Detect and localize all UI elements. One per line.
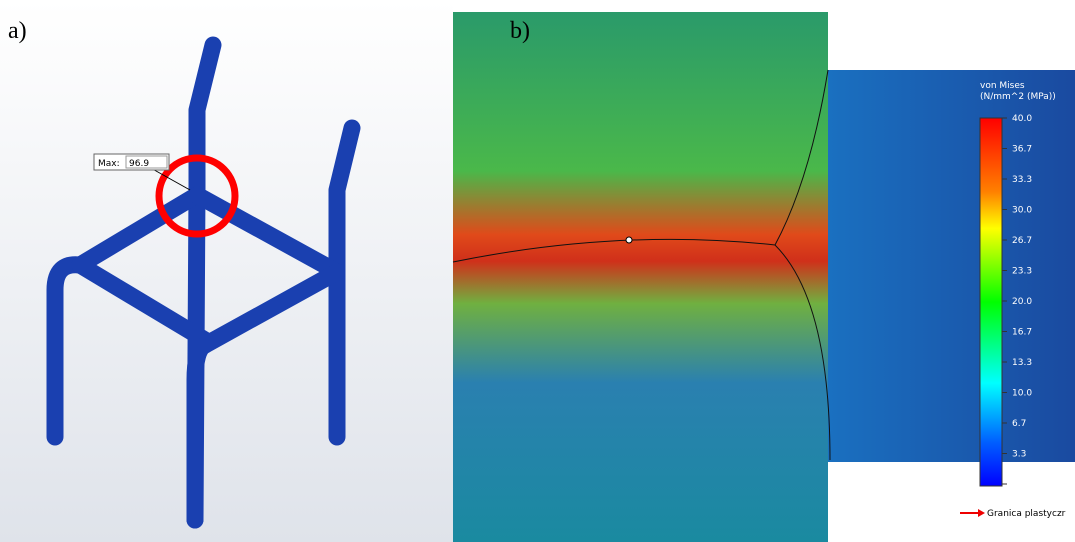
- legend-tick-label: 40.0: [1012, 114, 1032, 124]
- legend-tick-label: 3.3: [1012, 450, 1026, 460]
- legend-tick-label: 26.7: [1012, 236, 1032, 246]
- legend-tick-label: 23.3: [1012, 267, 1032, 277]
- legend-tick-label: 36.7: [1012, 145, 1032, 155]
- panel-label: a): [8, 18, 27, 44]
- legend-tick-label: 20.0: [1012, 297, 1032, 307]
- max-label: Max:: [98, 159, 120, 169]
- panel-label: b): [510, 18, 530, 44]
- legend-tick-label: 30.0: [1012, 206, 1032, 216]
- yield-label: Granica plastyczr: [987, 509, 1066, 519]
- legend-tick-label: 16.7: [1012, 328, 1032, 338]
- max-point: [626, 237, 632, 243]
- figure: Max: 96.9 a) b) von Mises (N/mm^2 (MPa))…: [0, 0, 1075, 542]
- legend-units: (N/mm^2 (MPa)): [980, 92, 1056, 102]
- legend-tick-label: 13.3: [1012, 358, 1032, 368]
- max-value: 96.9: [129, 159, 149, 169]
- legend-tick-label: 6.7: [1012, 419, 1026, 429]
- legend-tick-label: 10.0: [1012, 389, 1032, 399]
- yield-arrow-head: [978, 509, 985, 517]
- color-bar: [980, 118, 1002, 486]
- legend-tick-label: 0.0: [1012, 480, 1027, 490]
- legend-title: von Mises: [980, 81, 1025, 91]
- legend-tick-label: 33.3: [1012, 175, 1032, 185]
- zoom-view: [453, 12, 828, 542]
